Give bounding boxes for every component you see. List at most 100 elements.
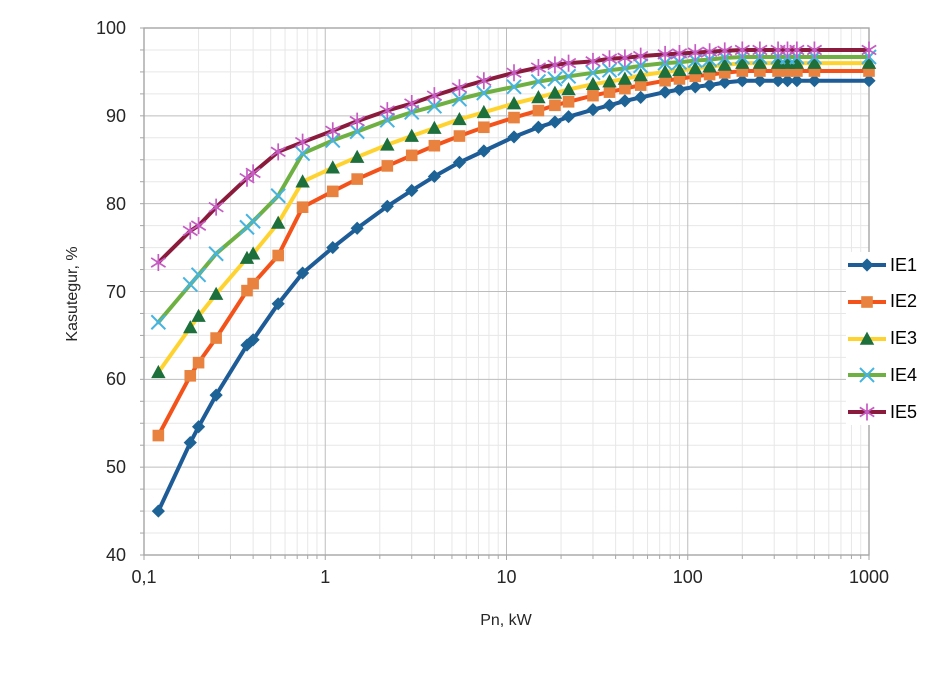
asterisk-marker (150, 254, 167, 272)
asterisk-marker (861, 41, 877, 59)
triangle-marker (780, 55, 795, 69)
triangle-marker (427, 120, 442, 134)
square-marker (184, 370, 197, 382)
diamond-marker (780, 74, 795, 88)
x-marker (270, 188, 286, 204)
triangle-marker-icon (859, 331, 875, 345)
x-marker (547, 71, 563, 87)
square-marker (272, 249, 284, 262)
asterisk-marker (752, 41, 768, 59)
diamond-marker (602, 98, 617, 112)
asterisk-marker (560, 54, 577, 72)
triangle-marker (735, 55, 750, 69)
asterisk-marker (294, 133, 311, 151)
diamond-marker (151, 504, 165, 518)
legend-item-IE2: IE2 (846, 289, 945, 315)
square-marker (247, 277, 259, 290)
square-marker (326, 185, 339, 198)
legend-swatch-triangle-icon (848, 331, 886, 345)
asterisk-marker (325, 122, 341, 140)
x-marker (245, 213, 261, 229)
triangle-marker (506, 96, 522, 110)
x-tick-label: 100 (672, 567, 703, 587)
diamond-marker (753, 74, 767, 88)
diamond-marker (703, 78, 717, 92)
triangle-marker (657, 64, 673, 78)
legend-label: IE3 (890, 328, 918, 348)
triangle-marker (349, 149, 365, 163)
diamond-marker (380, 199, 394, 213)
diamond-marker (452, 155, 467, 169)
asterisk-marker (190, 217, 207, 235)
diamond-marker (326, 240, 340, 255)
triangle-marker (702, 59, 717, 73)
diamond-marker (771, 74, 785, 88)
square-marker (210, 332, 222, 344)
square-marker (152, 429, 165, 442)
series-line-IE2 (156, 69, 871, 438)
legend-label: IE4 (890, 364, 918, 385)
diamond-marker-icon (860, 258, 874, 272)
triangle-marker (380, 137, 395, 151)
legend-item-IE1: IE1 (846, 252, 945, 278)
x-marker-icon (859, 367, 875, 383)
square-marker (562, 95, 575, 108)
x-marker (190, 267, 207, 283)
asterisk-marker (270, 143, 286, 161)
square-marker (808, 65, 821, 77)
square-marker (754, 65, 766, 77)
diamond-marker (246, 333, 260, 347)
x-marker (426, 98, 443, 114)
x-tick-label: 0,1 (131, 567, 157, 587)
diamond-marker (405, 183, 419, 198)
x-marker (150, 314, 167, 330)
y-tick-label: 50 (105, 457, 126, 478)
diamond-marker (735, 74, 749, 88)
square-marker (549, 99, 561, 112)
asterisk-marker (633, 47, 649, 65)
asterisk-marker (734, 41, 750, 59)
square-marker (791, 65, 803, 77)
diamond-marker (790, 74, 804, 88)
asterisk-marker (547, 56, 563, 74)
square-marker (772, 65, 784, 77)
diamond-marker (296, 266, 310, 280)
asterisk-marker (806, 41, 823, 59)
asterisk-marker (208, 198, 224, 216)
square-marker (296, 201, 309, 213)
asterisk-marker (239, 169, 255, 187)
triangle-marker (807, 55, 822, 69)
diamond-marker (807, 74, 822, 88)
triangle-marker (585, 76, 601, 91)
x-marker (379, 112, 396, 128)
legend: IE1 IE2 IE3 IE4 IE5 (846, 252, 945, 425)
x-marker (506, 79, 522, 95)
triangle-marker (752, 55, 768, 69)
asterisk-marker (701, 43, 718, 61)
diamond-marker (531, 120, 546, 134)
x-marker (208, 246, 224, 262)
square-marker (634, 79, 647, 91)
triangle-marker (602, 74, 617, 88)
diamond-marker (427, 169, 441, 184)
triangle-marker (452, 111, 467, 126)
x-marker (601, 62, 618, 78)
diamond-marker (548, 115, 562, 129)
x-tick-label: 1000 (848, 567, 890, 587)
legend-label: IE5 (890, 401, 918, 422)
square-marker (192, 356, 205, 369)
triangle-marker (688, 61, 703, 75)
y-tick-label: 100 (95, 18, 126, 38)
triangle-marker (617, 71, 633, 85)
x-tick-label: 10 (496, 567, 517, 587)
diamond-marker (618, 94, 632, 108)
square-marker (619, 82, 631, 95)
triangle-marker (561, 82, 576, 96)
asterisk-marker (657, 45, 673, 63)
x-marker (560, 68, 577, 85)
square-marker (689, 70, 702, 83)
asterisk-marker (530, 59, 547, 77)
asterisk-marker (476, 72, 492, 90)
square-marker (863, 65, 875, 77)
